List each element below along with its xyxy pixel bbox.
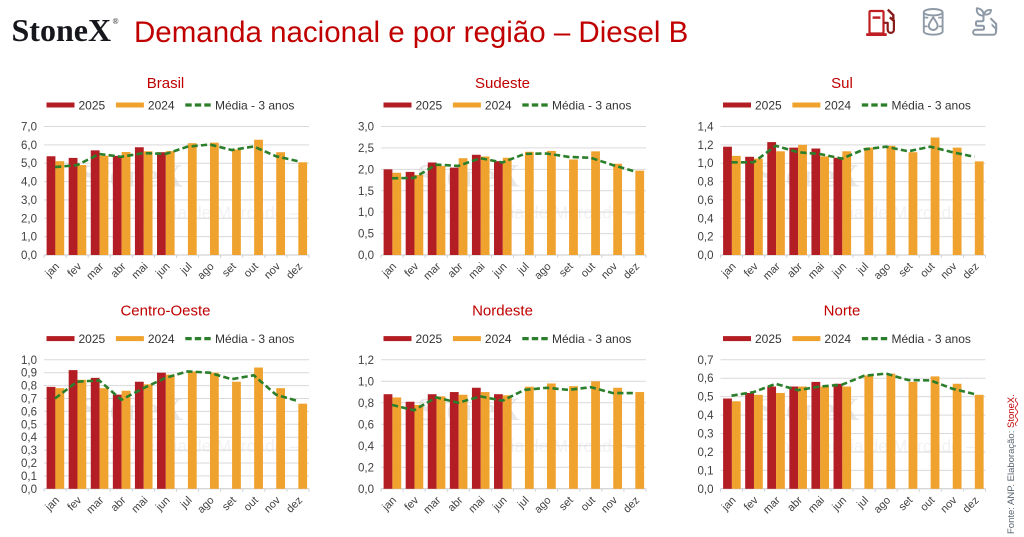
svg-text:0,8: 0,8 [358, 398, 374, 410]
svg-text:2025: 2025 [79, 332, 106, 346]
svg-text:2025: 2025 [416, 332, 443, 346]
svg-text:0,2: 0,2 [21, 458, 37, 470]
svg-text:1,4: 1,4 [698, 122, 715, 134]
svg-text:0,6: 0,6 [698, 195, 714, 207]
svg-text:2025: 2025 [755, 332, 782, 346]
svg-text:Média - 3 anos: Média - 3 anos [215, 332, 294, 346]
svg-text:7,0: 7,0 [21, 122, 37, 134]
svg-text:0,8: 0,8 [698, 177, 714, 189]
svg-text:0,3: 0,3 [698, 429, 714, 441]
svg-text:5,0: 5,0 [21, 158, 37, 170]
svg-text:0,0: 0,0 [698, 484, 714, 496]
svg-text:0,2: 0,2 [358, 462, 374, 474]
svg-text:2024: 2024 [485, 99, 512, 113]
svg-text:2024: 2024 [148, 99, 175, 113]
svg-text:0,5: 0,5 [358, 229, 374, 241]
svg-text:0,7: 0,7 [698, 355, 714, 367]
svg-text:Média - 3 anos: Média - 3 anos [552, 332, 631, 346]
svg-text:2024: 2024 [148, 332, 175, 346]
svg-text:StoneX: StoneX [12, 12, 112, 48]
svg-text:0,0: 0,0 [21, 484, 37, 496]
svg-text:1,0: 1,0 [21, 355, 37, 367]
svg-text:0,1: 0,1 [21, 471, 37, 483]
svg-text:Norte: Norte [824, 303, 861, 320]
svg-text:0,4: 0,4 [21, 432, 38, 444]
svg-text:1,2: 1,2 [358, 355, 374, 367]
svg-text:0,8: 0,8 [21, 381, 37, 393]
svg-text:2,0: 2,0 [358, 164, 374, 176]
svg-text:0,4: 0,4 [698, 213, 715, 225]
svg-text:2,5: 2,5 [358, 143, 374, 155]
svg-text:Nordeste: Nordeste [472, 303, 533, 320]
svg-text:4,0: 4,0 [21, 177, 37, 189]
svg-text:Centro-Oeste: Centro-Oeste [120, 303, 210, 320]
svg-text:0,0: 0,0 [358, 250, 374, 262]
svg-text:0,0: 0,0 [358, 484, 374, 496]
svg-text:Média - 3 anos: Média - 3 anos [215, 99, 294, 113]
svg-text:2024: 2024 [824, 332, 851, 346]
svg-text:1,0: 1,0 [21, 232, 37, 244]
svg-text:®: ® [113, 17, 119, 26]
svg-text:0,9: 0,9 [21, 368, 37, 380]
svg-text:2024: 2024 [485, 332, 512, 346]
svg-text:1,0: 1,0 [358, 376, 374, 388]
svg-text:Média - 3 anos: Média - 3 anos [892, 332, 971, 346]
svg-text:0,6: 0,6 [358, 419, 374, 431]
svg-text:6,0: 6,0 [21, 140, 37, 152]
svg-text:0,6: 0,6 [698, 373, 714, 385]
svg-text:3,0: 3,0 [21, 195, 37, 207]
svg-text:Fonte: ANP. Elaboração: StoneX: Fonte: ANP. Elaboração: StoneX. [1006, 394, 1017, 534]
svg-text:1,5: 1,5 [358, 186, 374, 198]
svg-text:0,3: 0,3 [21, 445, 37, 457]
svg-text:0,0: 0,0 [698, 250, 714, 262]
svg-text:0,4: 0,4 [698, 410, 715, 422]
svg-text:Demanda nacional e por região: Demanda nacional e por região – Diesel B [134, 16, 688, 49]
svg-text:Média - 3 anos: Média - 3 anos [892, 99, 971, 113]
svg-text:0,6: 0,6 [21, 406, 37, 418]
svg-text:0,7: 0,7 [21, 394, 37, 406]
svg-text:0,5: 0,5 [21, 419, 37, 431]
svg-text:1,0: 1,0 [698, 158, 714, 170]
svg-text:2,0: 2,0 [21, 213, 37, 225]
svg-text:0,0: 0,0 [21, 250, 37, 262]
svg-text:2025: 2025 [416, 99, 443, 113]
svg-text:0,1: 0,1 [698, 465, 714, 477]
svg-text:0,4: 0,4 [358, 441, 375, 453]
svg-text:1,0: 1,0 [358, 207, 374, 219]
svg-text:2025: 2025 [79, 99, 106, 113]
svg-text:2024: 2024 [824, 99, 851, 113]
svg-text:0,2: 0,2 [698, 232, 714, 244]
svg-text:0,2: 0,2 [698, 447, 714, 459]
svg-text:Sudeste: Sudeste [475, 75, 530, 92]
svg-text:0,5: 0,5 [698, 392, 714, 404]
svg-text:Brasil: Brasil [147, 75, 185, 92]
svg-text:1,2: 1,2 [698, 140, 714, 152]
svg-text:Média - 3 anos: Média - 3 anos [552, 99, 631, 113]
svg-text:3,0: 3,0 [358, 122, 374, 134]
svg-text:Sul: Sul [831, 75, 853, 92]
svg-text:2025: 2025 [755, 99, 782, 113]
